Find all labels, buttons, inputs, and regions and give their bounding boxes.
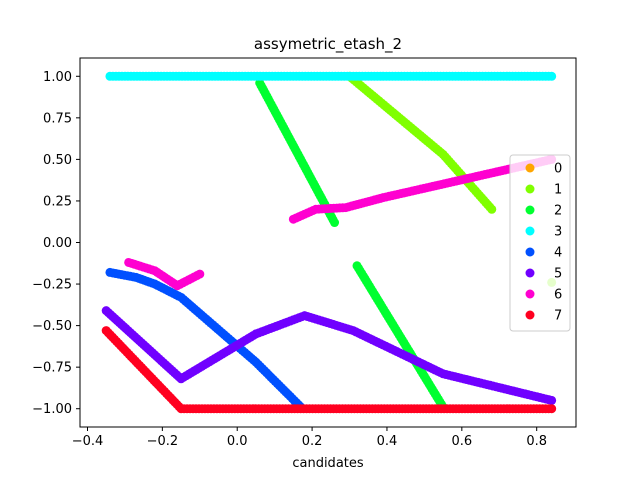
x-tick-label: −0.2 — [147, 434, 179, 449]
x-tick-label: 0.4 — [377, 434, 398, 449]
plot-marks — [101, 71, 557, 414]
legend-label-0: 0 — [554, 162, 562, 177]
data-point-series-3 — [547, 71, 557, 81]
legend-label-5: 5 — [554, 267, 562, 282]
plot-frame — [79, 57, 577, 428]
legend-marker-2 — [525, 205, 535, 215]
data-point-series-2 — [330, 218, 340, 228]
legend-label-2: 2 — [554, 204, 562, 219]
y-tick-label: 0.00 — [43, 236, 72, 251]
legend-marker-5 — [525, 268, 535, 278]
x-tick-label: −0.4 — [72, 434, 104, 449]
legend-label-7: 7 — [554, 309, 562, 324]
data-point-series-6 — [195, 269, 205, 279]
y-tick-label: 0.50 — [43, 153, 72, 168]
y-axis: 1.00 0.75 0.50 0.25 0.00 −0.25 −0.50 −0.75 −1.00 — [32, 70, 80, 417]
legend-marker-0 — [525, 163, 535, 173]
x-axis: −0.4 −0.2 0.0 0.2 0.4 0.6 0.8 — [72, 427, 547, 449]
legend-box — [509, 154, 571, 332]
chart-title: assymetric_etash_2 — [254, 35, 402, 54]
x-tick-label: 0.2 — [302, 434, 323, 449]
y-tick-label: −0.25 — [32, 278, 72, 293]
y-tick-label: −0.75 — [32, 361, 72, 376]
x-tick-label: 0.0 — [227, 434, 248, 449]
y-tick-label: 1.00 — [43, 70, 72, 85]
y-tick-label: −0.50 — [32, 319, 72, 334]
legend-marker-6 — [525, 289, 535, 299]
legend-label-1: 1 — [554, 183, 562, 198]
data-point-series-7 — [547, 404, 557, 414]
legend: 0 1 2 3 4 5 6 7 — [509, 154, 571, 332]
legend-marker-4 — [525, 247, 535, 257]
x-tick-label: 0.6 — [451, 434, 472, 449]
legend-marker-7 — [525, 310, 535, 320]
x-tick-label: 0.8 — [526, 434, 547, 449]
legend-marker-1 — [525, 184, 535, 194]
legend-label-6: 6 — [554, 288, 562, 303]
y-tick-label: 0.75 — [43, 111, 72, 126]
legend-marker-3 — [525, 226, 535, 236]
y-tick-label: −1.00 — [32, 402, 72, 417]
data-point-series-1 — [487, 204, 497, 214]
legend-label-4: 4 — [554, 246, 562, 261]
data-point-series-5 — [547, 395, 557, 405]
legend-label-3: 3 — [554, 225, 562, 240]
x-axis-label: candidates — [292, 456, 364, 471]
y-tick-label: 0.25 — [43, 194, 72, 209]
